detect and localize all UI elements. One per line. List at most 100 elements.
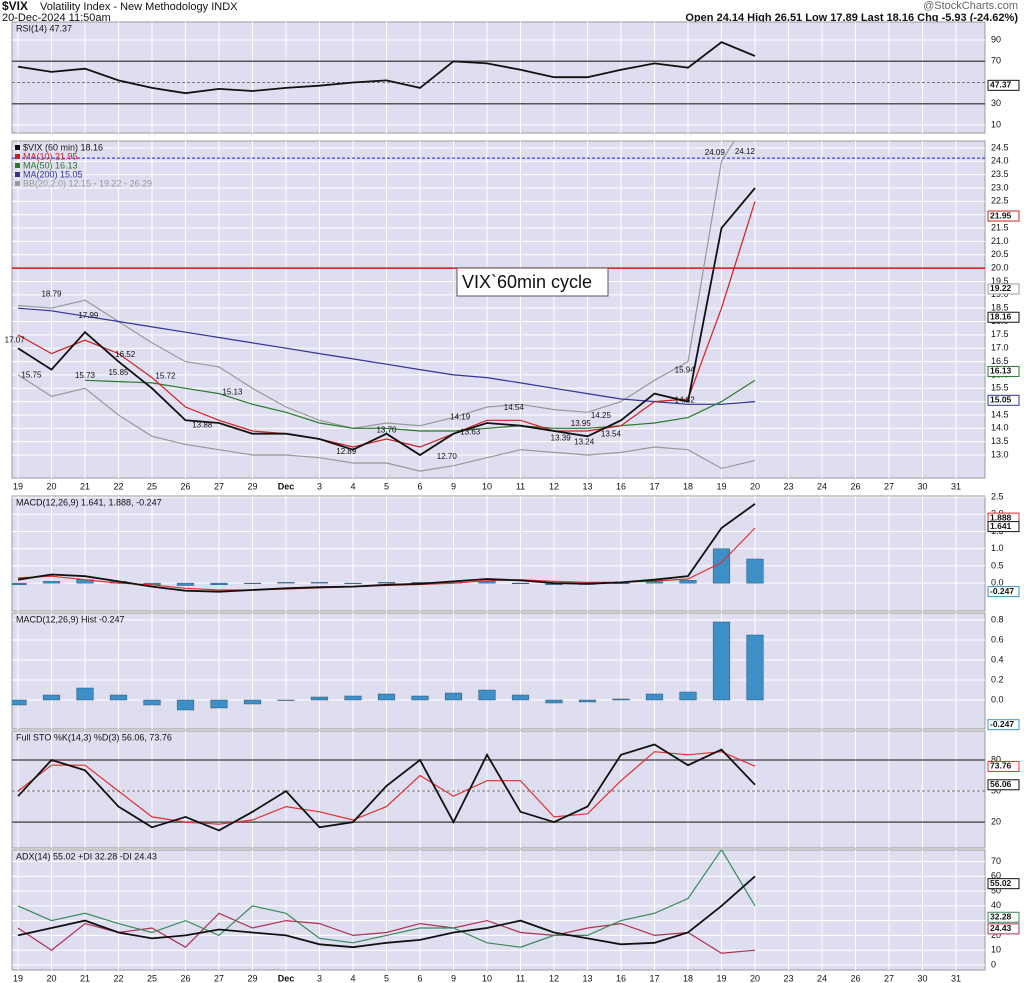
y-tick-label: 22.5 — [991, 196, 1009, 206]
series-line — [17, 743, 756, 832]
price-annotation: 18.79 — [41, 290, 62, 299]
y-tick-label: 20.0 — [991, 262, 1009, 272]
x-tick-label: 29 — [247, 481, 257, 491]
bar — [277, 582, 295, 584]
value-tag — [987, 760, 1020, 772]
x-tick-label: 27 — [214, 973, 224, 983]
price-annotation: 15.94 — [675, 366, 696, 375]
x-tick-label: 11 — [516, 481, 525, 491]
price-annotation: 15.13 — [222, 387, 243, 396]
value-tag-label: 19.22 — [990, 283, 1012, 293]
value-tag-label: 73.76 — [990, 761, 1012, 771]
y-tick-label: 15.5 — [991, 383, 1009, 393]
bar — [277, 699, 295, 701]
y-tick-label: 20 — [991, 930, 1001, 940]
series-line — [17, 374, 756, 472]
value-tag-label: 56.06 — [990, 779, 1012, 789]
panel — [12, 496, 985, 611]
x-tick-label: 24 — [817, 481, 827, 491]
panel-bg — [11, 495, 986, 612]
value-tag — [987, 521, 1020, 533]
x-tick-label: 9 — [451, 481, 456, 491]
y-tick-label: 0.4 — [991, 654, 1004, 664]
legend-entry: BB(20,2.0) 12.15 - 19.22 - 26.29 — [23, 178, 152, 188]
x-tick-label: 29 — [247, 973, 257, 983]
x-tick-label: 27 — [884, 973, 894, 983]
x-tick-label: 21 — [80, 973, 90, 983]
price-annotation: 24.12 — [735, 147, 756, 156]
symbol: $VIX — [2, 0, 28, 13]
series-line — [84, 379, 756, 432]
legend-entry: MA(200) 15.05 — [23, 169, 83, 179]
panel-title: Full STO %K(14,3) %D(3) 56.06, 73.76 — [16, 732, 172, 742]
x-tick-label: 12 — [549, 481, 559, 491]
panel — [12, 850, 985, 970]
bar — [344, 582, 362, 584]
brand: @StockCharts.com — [923, 0, 1018, 12]
callout-box — [456, 267, 609, 297]
callout-text: VIX`60min cycle — [462, 272, 592, 292]
bar — [679, 691, 697, 701]
y-tick-label: 30 — [991, 98, 1001, 108]
value-tag-label: 16.13 — [990, 366, 1012, 376]
panel-bg — [11, 140, 986, 479]
price-annotation: 15.72 — [155, 372, 176, 381]
series-line — [17, 141, 735, 429]
bar — [42, 581, 61, 584]
legend-entry: $VIX (60 min) 18.16 — [23, 142, 103, 152]
bar — [344, 695, 362, 701]
bar — [612, 698, 630, 701]
series-line — [17, 187, 756, 457]
bar — [712, 621, 731, 701]
bar — [76, 687, 94, 701]
x-tick-label: 19 — [13, 973, 23, 983]
y-tick-label: 13.5 — [991, 436, 1009, 446]
y-tick-label: 80 — [991, 754, 1001, 764]
y-tick-label: 17.5 — [991, 329, 1009, 339]
y-tick-label: 20 — [991, 816, 1001, 826]
value-tag-label: 15.05 — [990, 395, 1012, 405]
x-tick-label: 25 — [147, 973, 157, 983]
x-tick-label: 27 — [884, 481, 894, 491]
x-tick-label: 26 — [180, 481, 190, 491]
bar — [176, 699, 195, 711]
price-annotation: 14.19 — [450, 412, 471, 421]
panel-bg — [11, 612, 986, 730]
legend-swatch — [15, 172, 20, 177]
y-tick-label: 10 — [991, 119, 1001, 129]
price-annotation: 14.25 — [591, 411, 612, 420]
x-tick-label: 16 — [616, 973, 626, 983]
x-tick-label: 9 — [451, 973, 456, 983]
series-line — [17, 307, 756, 405]
y-tick-label: 0.5 — [991, 560, 1004, 570]
panel-title: MACD(12,26,9) 1.641, 1.888, -0.247 — [16, 497, 162, 507]
y-tick-label: 20.5 — [991, 249, 1009, 259]
bar — [377, 693, 396, 701]
x-tick-label: 31 — [951, 973, 961, 983]
series-line — [17, 503, 756, 593]
panel — [12, 22, 985, 133]
y-tick-label: 0.2 — [991, 674, 1004, 684]
price-annotation: 24.09 — [705, 148, 726, 157]
price-annotation: 13.24 — [574, 438, 595, 447]
y-tick-label: 90 — [991, 34, 1001, 44]
bar — [109, 694, 128, 701]
x-tick-label: 13 — [582, 973, 592, 983]
y-tick-label: 70 — [991, 56, 1001, 66]
price-annotation: 14.54 — [504, 403, 525, 412]
x-tick-label: 17 — [649, 973, 659, 983]
y-tick-label: 14.5 — [991, 409, 1009, 419]
symbol-name: Volatility Index - New Methodology INDX — [40, 1, 238, 13]
y-tick-label: 19.5 — [991, 276, 1009, 286]
price-annotation: 15.73 — [75, 371, 96, 380]
y-tick-label: 24.5 — [991, 142, 1009, 152]
x-tick-label: 6 — [417, 973, 422, 983]
value-tag-label: -0.247 — [990, 719, 1014, 729]
x-tick-label: 26 — [850, 973, 860, 983]
y-tick-label: 50 — [991, 885, 1001, 895]
bar — [243, 699, 262, 705]
x-tick-label: 4 — [350, 481, 355, 491]
x-tick-label: 19 — [716, 481, 726, 491]
y-tick-label: 0.8 — [991, 614, 1004, 624]
